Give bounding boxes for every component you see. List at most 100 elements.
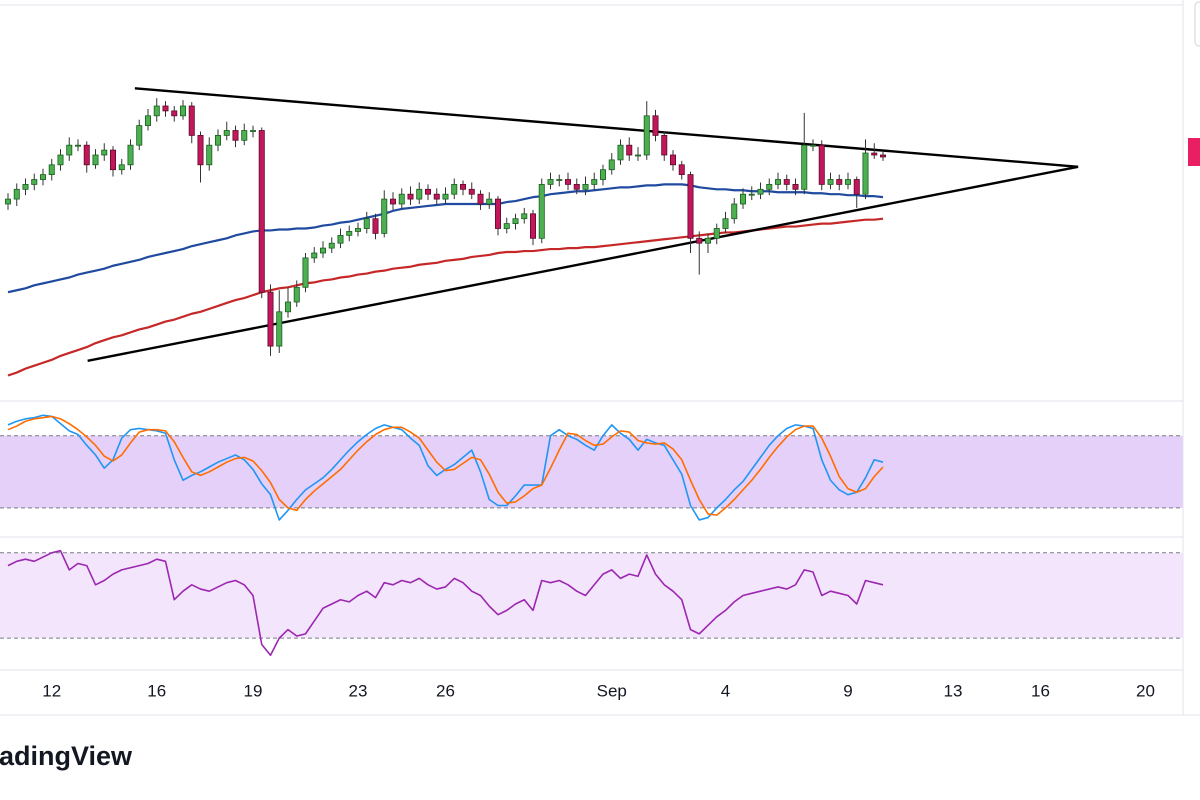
candle-body [775, 179, 782, 185]
candle-body [652, 115, 659, 136]
candle-body [363, 218, 370, 229]
x-tick-label: 23 [349, 681, 368, 700]
candle-body [442, 193, 449, 200]
candle-body [328, 242, 335, 249]
candle-body [179, 105, 186, 117]
candle-body [880, 154, 887, 158]
candle-body [83, 144, 90, 166]
x-tick-label: 9 [843, 681, 852, 700]
x-tick-label: 19 [244, 681, 263, 700]
candle-body [188, 105, 195, 136]
candle-body [643, 115, 650, 156]
x-tick-label: 16 [1031, 681, 1050, 700]
indicator-line [7, 217, 884, 377]
candle-body [232, 130, 239, 141]
candle-body [206, 144, 213, 166]
candle-body [92, 154, 99, 166]
candle-body [801, 144, 808, 190]
candle-body [354, 228, 361, 232]
plot-area: 12 16 19 23 26 Sep 4 9 13 16 20 [5, 87, 1155, 700]
candle-body [608, 159, 615, 171]
candle-body [853, 179, 860, 195]
band-fill [0, 552, 1183, 639]
candle-body [538, 183, 545, 239]
last-price-tag [1188, 138, 1200, 166]
candle-body [486, 198, 493, 205]
candle-body [5, 198, 11, 205]
candle-body [836, 179, 843, 185]
candle-body [40, 174, 47, 180]
candle-body [66, 144, 73, 156]
candle-body [197, 134, 204, 166]
candle-body [871, 152, 878, 156]
candle-body [13, 188, 20, 200]
candle-body [337, 234, 344, 244]
candle-body [249, 130, 256, 132]
candle-body [276, 311, 283, 347]
candle-body [468, 188, 475, 195]
candle-body [783, 179, 790, 185]
candle-body [424, 188, 431, 195]
candle-body [31, 179, 38, 185]
candle-body [372, 218, 379, 234]
candle-body [565, 179, 572, 185]
candle-body [127, 144, 134, 166]
candle-body [293, 286, 300, 303]
indicator-line [7, 415, 884, 516]
candle-body [118, 164, 125, 171]
candle-body [678, 164, 685, 176]
candle-body [810, 144, 817, 147]
candle-body [284, 301, 291, 313]
candle-body [766, 183, 773, 190]
candle-body [617, 144, 624, 161]
candle-body [416, 188, 423, 200]
candle-body [398, 193, 405, 205]
candle-body [346, 231, 353, 236]
candle-body [722, 218, 729, 229]
candle-body [381, 198, 388, 234]
candle-body [223, 130, 230, 136]
candle-body [241, 130, 248, 141]
candle-body [670, 154, 677, 166]
candle-body [556, 179, 563, 181]
candle-body [862, 152, 869, 195]
axis-button[interactable] [1194, 1, 1200, 47]
candle-body [433, 193, 440, 200]
candle-body [101, 149, 108, 156]
candle-body [705, 237, 712, 244]
candle-body [311, 252, 318, 259]
candle-body [635, 154, 642, 157]
candle-body [818, 144, 825, 185]
candle-body [626, 144, 633, 156]
candle-body [512, 218, 519, 224]
candle-body [591, 179, 598, 185]
candle-body [302, 257, 309, 288]
candle-body [258, 130, 265, 293]
candle-body [661, 134, 668, 156]
candle-body [153, 105, 160, 117]
candle-body [214, 134, 221, 146]
candle-body [319, 247, 326, 254]
candle-body [740, 193, 747, 205]
candle-body [451, 183, 458, 195]
candle-body [171, 110, 178, 117]
candle-body [22, 183, 29, 190]
candle-body [144, 115, 151, 127]
x-tick-label: 16 [147, 681, 166, 700]
candle-body [687, 174, 694, 239]
candle-body [459, 183, 466, 190]
indicator-line [7, 549, 884, 656]
candle-body [713, 228, 720, 239]
candle-body [503, 223, 510, 229]
candle-body [494, 198, 501, 229]
indicator-line [7, 414, 884, 521]
candle-body [827, 179, 834, 185]
candle-body [792, 183, 799, 190]
x-tick-label: Sep [597, 681, 627, 700]
candle-body [407, 193, 414, 200]
x-tick-label: 4 [721, 681, 730, 700]
candle-body [521, 213, 528, 220]
candle-body [600, 169, 607, 180]
